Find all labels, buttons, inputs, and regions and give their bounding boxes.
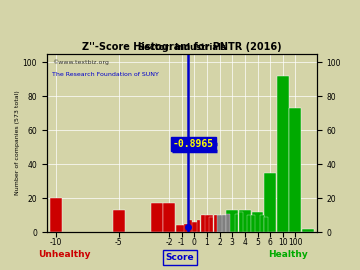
Bar bbox=[226, 214, 230, 232]
Bar bbox=[150, 203, 163, 232]
Text: ©www.textbiz.org: ©www.textbiz.org bbox=[52, 59, 109, 65]
Bar bbox=[213, 215, 217, 232]
Y-axis label: Number of companies (573 total): Number of companies (573 total) bbox=[15, 91, 20, 195]
Bar bbox=[213, 215, 226, 232]
Bar bbox=[260, 215, 264, 232]
Bar bbox=[201, 215, 205, 232]
Bar bbox=[163, 203, 175, 232]
Bar bbox=[188, 220, 192, 232]
Bar bbox=[264, 173, 276, 232]
Bar bbox=[252, 212, 264, 232]
Title: Z''-Score Histogram for PNTR (2016): Z''-Score Histogram for PNTR (2016) bbox=[82, 42, 282, 52]
Text: Unhealthy: Unhealthy bbox=[39, 250, 91, 259]
Bar bbox=[289, 108, 301, 232]
Bar bbox=[302, 229, 314, 232]
Bar bbox=[113, 210, 125, 232]
Bar bbox=[188, 222, 201, 232]
Bar bbox=[209, 217, 213, 232]
Bar bbox=[197, 220, 201, 232]
Text: The Research Foundation of SUNY: The Research Foundation of SUNY bbox=[52, 72, 159, 77]
Text: -0.8965: -0.8965 bbox=[172, 139, 214, 149]
Text: Score: Score bbox=[166, 253, 194, 262]
Bar bbox=[264, 217, 268, 232]
Bar bbox=[251, 215, 255, 232]
Bar bbox=[222, 215, 226, 232]
Bar bbox=[226, 210, 238, 232]
Bar bbox=[247, 215, 251, 232]
Bar bbox=[201, 215, 213, 232]
Bar bbox=[234, 214, 238, 232]
Bar bbox=[184, 224, 188, 232]
Bar bbox=[176, 225, 188, 232]
Text: Sector: Industrials: Sector: Industrials bbox=[138, 43, 226, 52]
Bar bbox=[239, 212, 243, 232]
Bar bbox=[239, 210, 251, 232]
Bar bbox=[50, 198, 62, 232]
Text: Healthy: Healthy bbox=[268, 250, 308, 259]
Bar bbox=[277, 76, 289, 232]
